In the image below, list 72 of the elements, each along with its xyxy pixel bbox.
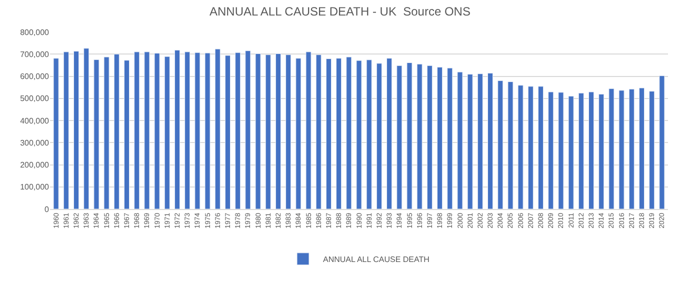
bar	[346, 56, 352, 209]
bar	[426, 65, 432, 209]
bar	[498, 80, 504, 209]
y-tick-label: 800,000	[20, 28, 50, 37]
y-tick-label: 600,000	[20, 72, 50, 82]
bar	[336, 58, 342, 209]
bar	[296, 58, 302, 209]
bar	[214, 48, 220, 209]
bar	[204, 52, 210, 209]
bar	[457, 72, 463, 209]
bar	[194, 52, 200, 209]
bar	[114, 54, 120, 209]
bar	[94, 59, 100, 209]
bar	[53, 58, 59, 209]
bar	[316, 54, 322, 209]
bar	[638, 88, 645, 209]
bar	[447, 68, 453, 209]
bar	[618, 90, 624, 209]
bar	[396, 65, 402, 209]
bar	[598, 94, 604, 209]
bar	[508, 82, 514, 209]
bar	[608, 88, 614, 209]
bar	[548, 92, 554, 209]
bar	[558, 92, 564, 209]
bar	[265, 54, 271, 209]
bar	[144, 52, 150, 209]
bar	[235, 52, 241, 209]
bar	[538, 86, 544, 209]
y-tick-label: 300,000	[20, 138, 50, 148]
y-tick-label: 0	[44, 204, 50, 214]
bar	[488, 72, 494, 209]
bar	[224, 55, 230, 209]
bar	[134, 52, 140, 209]
bar	[649, 91, 655, 209]
bar	[406, 62, 412, 209]
bar	[245, 50, 251, 209]
bar	[154, 52, 160, 209]
bar	[63, 52, 69, 209]
bar	[275, 53, 281, 209]
bar	[467, 74, 473, 209]
bar	[73, 51, 80, 209]
bar	[184, 52, 190, 209]
y-tick-label: 100,000	[20, 182, 50, 192]
bar	[124, 60, 130, 209]
bar	[578, 92, 584, 209]
bar	[104, 56, 110, 209]
bar	[84, 48, 90, 209]
bar	[174, 50, 180, 209]
bar	[386, 58, 392, 209]
bar	[437, 66, 443, 209]
bar	[366, 60, 372, 209]
bar	[477, 74, 483, 209]
bar	[286, 54, 292, 209]
bar	[376, 63, 382, 209]
bar	[326, 58, 332, 209]
bar	[255, 53, 261, 209]
bar	[628, 88, 634, 209]
bar	[356, 60, 362, 209]
bar	[588, 92, 594, 209]
bar	[518, 85, 524, 209]
bar	[416, 64, 422, 209]
y-tick-label: 200,000	[20, 160, 50, 170]
bar	[659, 76, 665, 209]
bar	[528, 86, 534, 209]
y-tick-label: 500,000	[20, 94, 50, 104]
legend-label: ANNUAL ALL CAUSE DEATH	[323, 255, 430, 264]
chart-title: ANNUAL ALL CAUSE DEATH - UK Source ONS	[210, 4, 470, 19]
y-tick-label: 700,000	[20, 50, 50, 59]
y-tick-label: 400,000	[20, 116, 50, 126]
bar	[568, 96, 574, 209]
bar	[164, 56, 170, 209]
bar	[306, 52, 312, 209]
